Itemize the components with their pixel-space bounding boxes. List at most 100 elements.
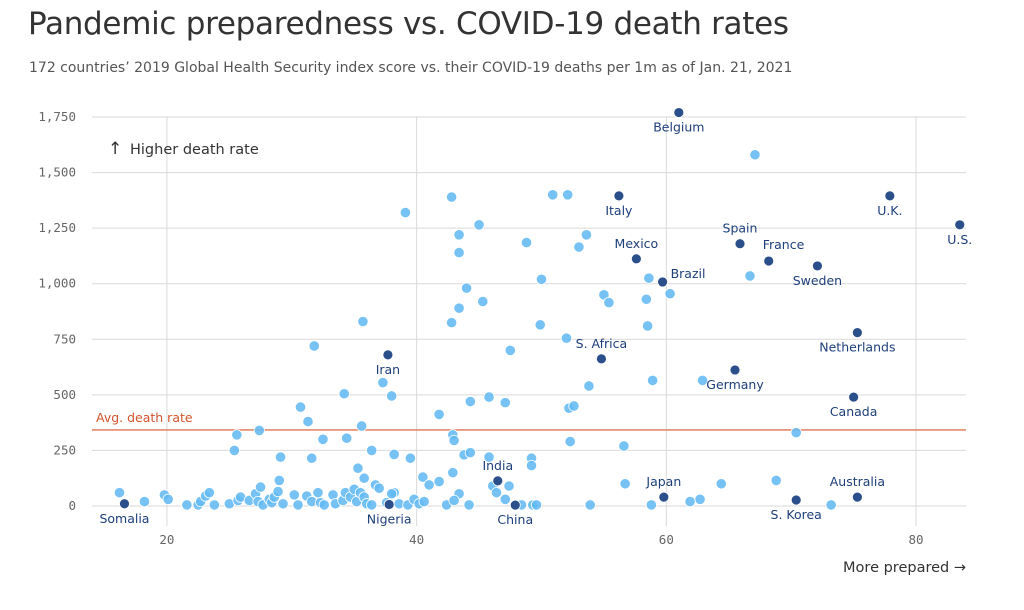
country-point <box>483 451 495 463</box>
country-point <box>358 472 370 484</box>
country-point <box>770 474 782 487</box>
country-point <box>499 493 511 505</box>
country-point <box>464 395 476 408</box>
highlighted-country-point <box>630 253 642 265</box>
country-labels: Belgium Italy U.K. U.S. Spain Mexico France Swe… <box>99 120 972 528</box>
country-point <box>113 487 126 499</box>
highlighted-country-point <box>119 498 130 510</box>
country-point <box>503 480 515 492</box>
y-tick-label: 0 <box>68 498 76 513</box>
x-tick-label: 20 <box>159 532 174 547</box>
highlighted-country-point <box>954 219 966 231</box>
country-label: Australia <box>830 474 885 489</box>
y-axis-ticks: 0 250 500 750 1,000 1,250 1,500 1,750 <box>38 109 76 513</box>
country-point <box>504 344 516 356</box>
country-point <box>448 494 460 507</box>
country-point <box>453 302 465 314</box>
country-point <box>483 391 495 403</box>
country-point <box>231 429 243 441</box>
country-point <box>643 272 655 284</box>
country-point <box>318 499 330 511</box>
country-point <box>302 415 314 428</box>
country-point <box>447 467 459 479</box>
highlighted-country-point <box>673 107 685 118</box>
highlighted-country-point <box>613 190 625 202</box>
country-point <box>388 448 400 461</box>
country-point <box>288 489 300 501</box>
country-point <box>272 485 284 498</box>
country-point <box>228 444 240 457</box>
country-label: Somalia <box>99 511 149 526</box>
highlighted-country-point <box>383 499 395 510</box>
highlighted-country-point <box>848 391 860 403</box>
y-tick-label: 500 <box>53 387 76 402</box>
country-point <box>530 499 543 511</box>
country-point <box>417 471 429 483</box>
country-point <box>274 451 287 463</box>
country-label: U.S. <box>947 232 972 247</box>
country-label: Canada <box>830 404 878 419</box>
country-point <box>308 340 320 352</box>
country-point <box>499 397 511 409</box>
y-annotation: Higher death rate <box>130 142 259 158</box>
y-tick-label: 250 <box>53 442 76 457</box>
country-point <box>477 295 489 308</box>
country-point <box>357 315 369 328</box>
country-point <box>749 149 761 161</box>
country-point <box>423 479 435 491</box>
country-point <box>277 498 289 510</box>
country-point <box>453 229 465 241</box>
highlighted-country-point <box>763 255 775 267</box>
country-point <box>547 189 559 201</box>
country-point <box>312 487 324 499</box>
highlighted-country-point <box>851 327 863 339</box>
y-tick-label: 1,750 <box>38 109 76 124</box>
country-point <box>292 499 304 511</box>
y-tick-label: 1,250 <box>38 220 76 235</box>
country-point <box>744 270 756 282</box>
country-point <box>715 478 727 490</box>
country-point <box>162 493 174 505</box>
highlighted-country-point <box>884 190 896 202</box>
highlighted-country-point <box>382 349 394 361</box>
country-label: Germany <box>706 377 764 392</box>
highlighted-country-point <box>658 491 670 503</box>
country-label: U.K. <box>877 203 902 218</box>
country-point <box>664 288 676 300</box>
country-point <box>366 499 378 511</box>
country-point <box>560 332 573 344</box>
country-point <box>386 390 398 402</box>
country-point <box>598 289 610 301</box>
country-label: Brazil <box>671 266 706 281</box>
country-point <box>418 495 430 508</box>
country-point <box>640 293 652 305</box>
highlighted-country-point <box>851 491 863 503</box>
country-point <box>535 273 548 285</box>
highlighted-country-point <box>734 238 746 250</box>
country-point <box>366 444 378 457</box>
country-point <box>790 427 802 439</box>
country-point <box>684 495 696 508</box>
country-point <box>463 499 475 511</box>
highlighted-country-point <box>812 260 823 272</box>
country-point <box>460 282 473 294</box>
other-countries-points <box>113 149 837 511</box>
country-point <box>696 374 709 387</box>
country-point <box>619 478 631 490</box>
country-label: Iran <box>376 362 400 377</box>
country-label: Italy <box>605 203 633 218</box>
country-label: Netherlands <box>819 340 895 355</box>
country-point <box>445 317 458 329</box>
country-point <box>404 452 416 464</box>
highlighted-country-point <box>657 276 668 288</box>
highlighted-country-point <box>509 499 521 511</box>
country-point <box>445 191 458 203</box>
x-tick-label: 40 <box>409 532 424 547</box>
country-point <box>603 297 615 309</box>
country-point <box>583 380 595 392</box>
country-point <box>433 408 445 421</box>
highlighted-countries-points <box>119 107 966 511</box>
country-point <box>208 499 220 511</box>
country-point <box>534 319 546 331</box>
